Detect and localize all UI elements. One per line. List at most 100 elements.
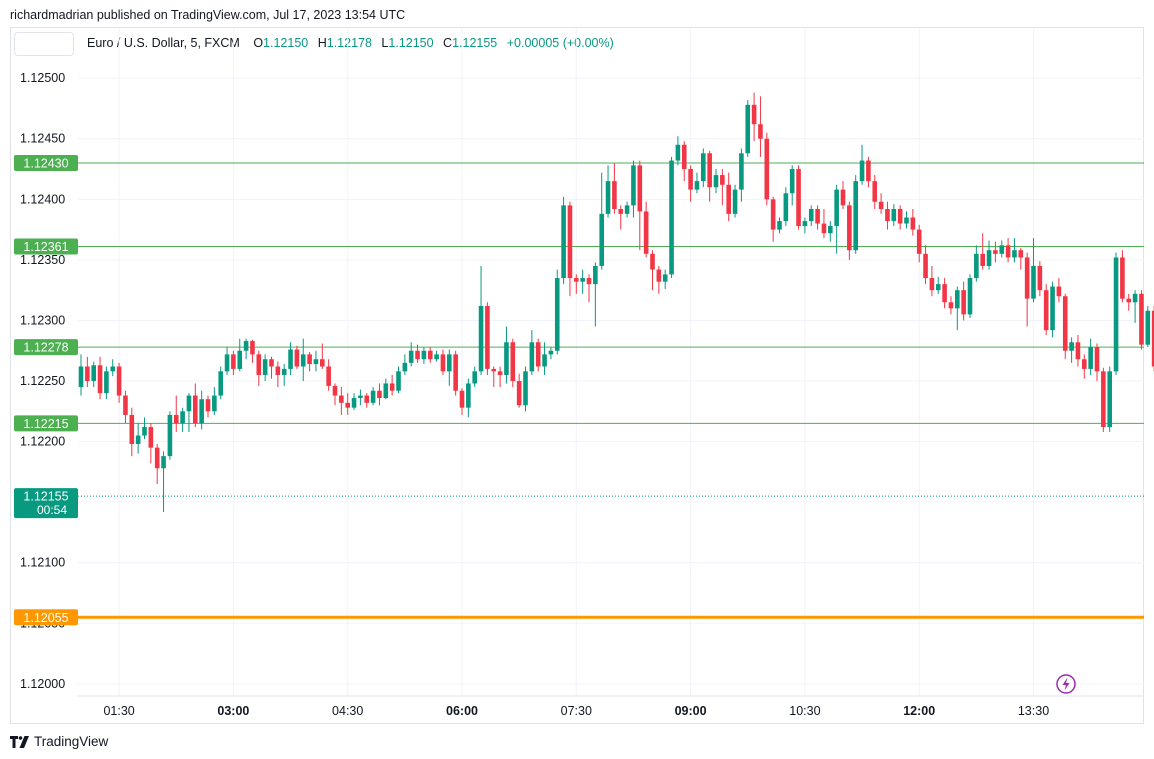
symbol-title[interactable]: Euro / U.S. Dollar, 5, FXCM xyxy=(87,36,240,50)
candle-body xyxy=(1082,359,1087,369)
candle-body xyxy=(548,350,554,355)
candle-body xyxy=(1024,257,1030,299)
candle-body xyxy=(910,217,916,230)
candle-body xyxy=(935,284,941,291)
candle-body xyxy=(193,395,198,424)
candle-body xyxy=(1126,298,1132,303)
candle-body xyxy=(662,274,668,282)
candle-body xyxy=(859,160,865,182)
brand-footer[interactable]: TradingView xyxy=(10,734,108,749)
x-tick-label: 09:00 xyxy=(675,704,707,718)
candle-body xyxy=(580,278,585,282)
candle-body xyxy=(85,366,90,382)
candle-body xyxy=(942,284,947,303)
candle-body xyxy=(885,209,890,222)
candle-body xyxy=(955,290,960,309)
candle-body xyxy=(1107,371,1112,428)
candle-body xyxy=(142,427,147,436)
candle-body xyxy=(567,205,573,279)
candle-body xyxy=(593,265,598,285)
y-tick-label: 1.12000 xyxy=(20,677,65,691)
candle-body xyxy=(681,144,687,170)
candle-body xyxy=(745,104,751,154)
candle-body xyxy=(980,253,985,266)
candle-body xyxy=(269,359,274,367)
candle-body xyxy=(612,181,617,210)
level-label-bg xyxy=(14,238,78,255)
candle-body xyxy=(720,175,725,185)
level-label: 1.12430 xyxy=(23,156,68,170)
candle-body xyxy=(320,359,325,367)
current-price-label: 1.12155 xyxy=(23,490,68,504)
candle-body xyxy=(758,124,763,139)
candle-body xyxy=(167,414,173,457)
candle-body xyxy=(1088,347,1093,369)
candle-body xyxy=(675,144,681,161)
candle-body xyxy=(802,221,808,226)
x-tick-label: 06:00 xyxy=(446,704,478,718)
candle-body xyxy=(574,278,579,282)
candle-body xyxy=(326,366,331,386)
candle-body xyxy=(624,205,630,214)
y-tick-label: 1.12250 xyxy=(20,374,65,388)
candle-body xyxy=(231,354,236,369)
candle-body xyxy=(180,411,185,424)
candle-body xyxy=(650,253,655,270)
candle-body xyxy=(351,397,357,408)
candle-body xyxy=(243,341,249,351)
level-label: 1.12361 xyxy=(23,240,68,254)
y-tick-label: 1.12200 xyxy=(20,435,65,449)
candle-body xyxy=(694,181,700,190)
x-tick-label: 10:30 xyxy=(789,704,820,718)
candle-body xyxy=(561,205,566,279)
candle-body xyxy=(294,349,300,367)
candle-body xyxy=(97,365,103,394)
candle-body xyxy=(599,213,604,266)
ohlc-close: C1.12155 xyxy=(443,36,498,50)
candle-body xyxy=(866,160,871,182)
symbol-search-box[interactable] xyxy=(14,32,74,56)
candle-body xyxy=(408,350,414,363)
candle-body xyxy=(427,350,433,360)
candle-body xyxy=(847,205,852,251)
candle-body xyxy=(1151,310,1154,367)
candle-body xyxy=(751,104,757,125)
candle-body xyxy=(529,342,535,372)
ohlc-low: L1.12150 xyxy=(381,36,434,50)
candle-body xyxy=(656,269,662,282)
candle-body xyxy=(491,368,497,372)
y-tick-label: 1.12350 xyxy=(20,253,65,267)
countdown-label: 00:54 xyxy=(37,503,67,517)
candle-body xyxy=(821,223,827,234)
publish-info: richardmadrian published on TradingView.… xyxy=(10,8,406,22)
candle-body xyxy=(961,290,966,315)
candle-body xyxy=(1145,310,1151,345)
candle-body xyxy=(1101,371,1106,428)
candle-body xyxy=(1069,342,1074,351)
candle-body xyxy=(104,371,109,394)
level-label-bg xyxy=(14,154,78,171)
candle-body xyxy=(815,209,820,224)
ohlc-high: H1.12178 xyxy=(317,36,372,50)
candle-body xyxy=(948,302,954,309)
candle-body xyxy=(383,383,389,398)
candle-body xyxy=(853,181,858,251)
candle-body xyxy=(688,169,693,190)
candle-body xyxy=(205,399,211,412)
candle-body xyxy=(300,354,306,367)
candle-body xyxy=(523,371,528,406)
candle-body xyxy=(739,153,744,190)
candle-body xyxy=(212,395,217,412)
candle-body xyxy=(1132,293,1138,303)
current-price-label-bg xyxy=(14,488,78,519)
candle-body xyxy=(1037,265,1043,291)
candle-body xyxy=(497,371,503,375)
candle-body xyxy=(345,402,350,408)
candle-body xyxy=(364,395,370,403)
candle-body xyxy=(218,371,223,396)
candle-body xyxy=(967,278,973,315)
candle-body xyxy=(281,368,287,375)
candle-body xyxy=(339,395,344,403)
candle-body xyxy=(440,354,446,372)
